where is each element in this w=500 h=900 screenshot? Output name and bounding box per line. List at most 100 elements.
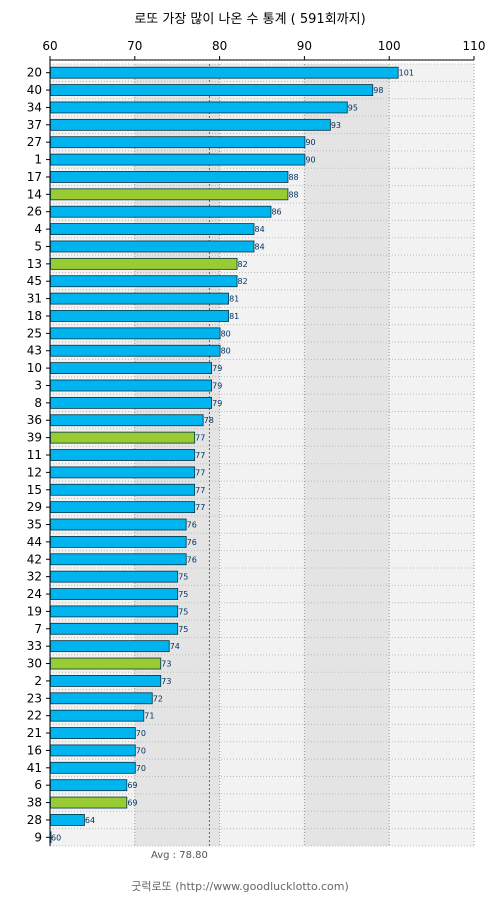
data-label: 84: [255, 225, 265, 234]
y-tick-label: 27: [27, 135, 42, 149]
x-tick-label: 60: [42, 39, 57, 53]
y-tick-label: 3: [34, 378, 42, 392]
y-tick-label: 22: [27, 709, 42, 723]
data-label: 79: [212, 399, 222, 408]
y-tick-label: 38: [27, 796, 42, 810]
bar: [50, 257, 238, 270]
data-label: 81: [229, 295, 239, 304]
bar: [50, 727, 136, 739]
bar: [50, 188, 289, 201]
y-tick-label: 10: [27, 361, 42, 375]
bar: [50, 553, 187, 566]
y-tick-label: 32: [27, 570, 42, 584]
y-tick-label: 26: [27, 205, 42, 219]
data-label: 73: [161, 660, 171, 669]
data-label: 82: [238, 277, 248, 286]
bar: [50, 570, 179, 583]
footer-credit: 굿럭로또 (http://www.goodlucklotto.com): [0, 878, 480, 894]
data-label: 74: [170, 642, 180, 651]
y-tick-label: 42: [27, 552, 42, 566]
plot-band: [304, 64, 390, 846]
data-label: 78: [204, 416, 214, 425]
y-tick-label: 4: [34, 222, 42, 236]
data-label: 73: [161, 677, 171, 686]
bar: [50, 414, 204, 427]
x-tick-label: 80: [212, 39, 227, 53]
y-tick-label: 39: [27, 431, 42, 445]
x-tick-label: 90: [297, 39, 312, 53]
bar: [50, 535, 187, 548]
bar: [50, 84, 374, 96]
chart-title: 로또 가장 많이 나온 수 통계 ( 591회까지): [134, 12, 366, 27]
bar: [50, 761, 136, 774]
bar: [50, 327, 221, 340]
bar: [50, 205, 272, 218]
y-tick-label: 35: [27, 518, 42, 532]
bar: [50, 431, 196, 444]
y-tick-label: 34: [27, 100, 42, 114]
bar: [50, 744, 136, 757]
y-tick-label: 44: [27, 535, 42, 549]
data-label: 86: [271, 208, 281, 217]
plot-band: [389, 64, 474, 846]
y-tick-label: 15: [27, 483, 42, 497]
bar: [50, 501, 196, 514]
y-tick-label: 11: [27, 448, 42, 462]
data-label: 70: [136, 729, 146, 738]
y-tick-label: 41: [27, 761, 42, 775]
bar: [50, 640, 170, 653]
data-label: 76: [187, 538, 197, 547]
data-label: 70: [136, 764, 146, 773]
y-tick-label: 37: [27, 118, 42, 132]
bar: [50, 136, 306, 149]
data-label: 72: [153, 694, 163, 703]
data-label: 77: [195, 503, 205, 512]
data-label: 76: [187, 555, 197, 564]
bar: [50, 344, 221, 357]
y-tick-label: 1: [34, 153, 42, 167]
data-label: 93: [331, 121, 341, 130]
bar: [50, 66, 399, 79]
y-tick-label: 9: [34, 830, 42, 844]
data-label: 69: [127, 799, 137, 808]
y-tick-label: 20: [27, 66, 42, 80]
data-label: 90: [305, 138, 315, 147]
bar: [50, 396, 213, 409]
y-tick-label: 31: [27, 292, 42, 306]
data-label: 71: [144, 712, 154, 721]
y-tick-label: 12: [27, 465, 42, 479]
bar: [50, 657, 162, 670]
y-tick-label: 45: [27, 274, 42, 288]
data-label: 70: [136, 746, 146, 755]
bar: [50, 709, 145, 722]
bar: [50, 171, 289, 183]
bar: [50, 675, 162, 687]
y-tick-label: 7: [34, 622, 42, 636]
data-label: 90: [305, 156, 315, 165]
bar: [50, 275, 238, 288]
data-label: 82: [238, 260, 248, 269]
x-tick-label: 70: [127, 39, 142, 53]
data-label: 77: [195, 486, 205, 495]
average-label: Avg : 78.80: [151, 850, 208, 861]
footer-url[interactable]: (http://www.goodlucklotto.com): [175, 880, 349, 893]
data-label: 84: [255, 242, 265, 251]
x-tick-label: 100: [378, 39, 401, 53]
bar: [50, 796, 128, 809]
data-label: 77: [195, 468, 205, 477]
footer-site-name: 굿럭로또: [131, 880, 172, 893]
data-label: 69: [127, 781, 137, 790]
y-tick-label: 21: [27, 726, 42, 740]
bar: [50, 692, 153, 705]
y-tick-label: 18: [27, 309, 42, 323]
data-label: 75: [178, 625, 188, 634]
bar: [50, 605, 179, 618]
y-tick-label: 24: [27, 587, 42, 601]
y-tick-label: 28: [27, 813, 42, 827]
data-label: 80: [221, 329, 231, 338]
data-label: 101: [399, 69, 414, 78]
data-label: 60: [51, 833, 61, 842]
data-label: 79: [212, 381, 222, 390]
data-label: 77: [195, 451, 205, 460]
